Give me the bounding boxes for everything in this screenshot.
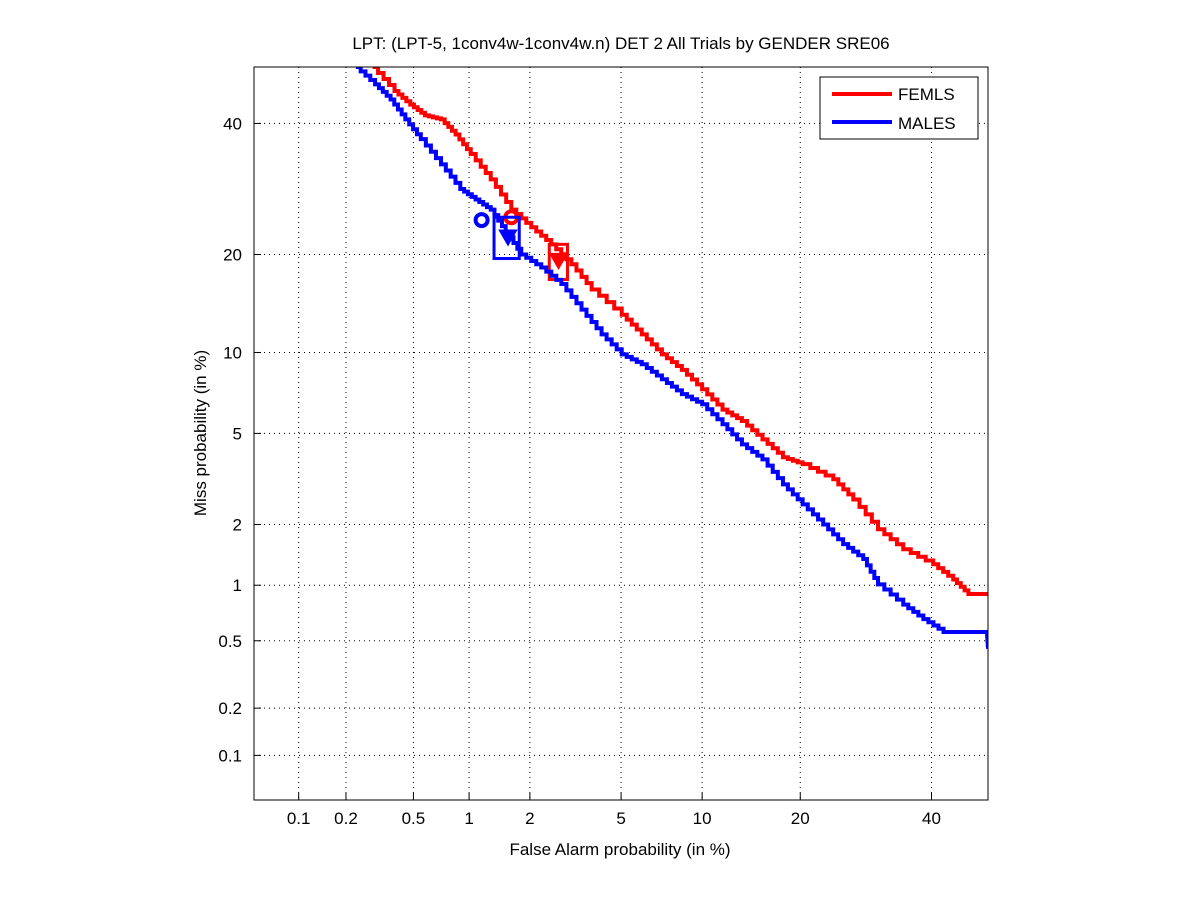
plot-frame	[253, 66, 989, 801]
x-tick-label: 5	[616, 809, 625, 828]
y-tick-label: 2	[233, 515, 242, 534]
x-tick-label: 40	[922, 809, 941, 828]
y-tick-label: 0.2	[218, 699, 242, 718]
legend-label-males: MALES	[898, 114, 956, 133]
x-tick-label: 0.5	[402, 809, 426, 828]
x-tick-label: 10	[693, 809, 712, 828]
y-tick-label: 0.5	[218, 632, 242, 651]
y-tick-label: 10	[223, 343, 242, 362]
min-dcf-marker-males	[473, 212, 490, 229]
grid	[254, 67, 988, 800]
y-tick-label: 1	[233, 576, 242, 595]
x-tick-label: 0.2	[334, 809, 358, 828]
x-axis-label: False Alarm probability (in %)	[509, 840, 730, 859]
tick-labels: 0.1 0.2 0.5 1 2 5 10 20 40 0.1 0.2 0.5 1 2 5 10 20 40	[218, 114, 941, 828]
legend: FEMLS MALES	[819, 76, 979, 140]
actual-dcf-marker-femls	[548, 252, 569, 270]
series-layer	[355, 67, 988, 649]
x-tick-label: 2	[525, 809, 534, 828]
legend-box	[819, 76, 979, 140]
y-tick-label: 40	[223, 114, 242, 133]
y-tick-label: 5	[233, 424, 242, 443]
y-tick-label: 0.1	[218, 746, 242, 765]
y-tick-label: 20	[223, 245, 242, 264]
series-line-males	[355, 67, 988, 649]
x-tick-label: 0.1	[287, 809, 311, 828]
confidence-box-males	[492, 215, 521, 260]
legend-label-femls: FEMLS	[898, 85, 955, 104]
series-line-femls	[372, 67, 988, 596]
actual-dcf-marker-males	[498, 229, 518, 247]
chart-title: LPT: (LPT-5, 1conv4w-1conv4w.n) DET 2 Al…	[352, 34, 889, 53]
x-tick-label: 1	[464, 809, 473, 828]
y-axis-label: Miss probability (in %)	[191, 350, 210, 516]
x-tick-label: 20	[791, 809, 810, 828]
